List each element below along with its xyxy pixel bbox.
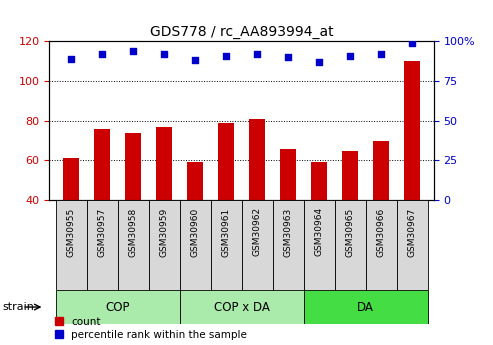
Text: GSM30964: GSM30964 [315, 207, 323, 256]
Bar [117, 200, 148, 290]
Bar [304, 200, 335, 290]
Point [284, 55, 292, 60]
Point [315, 59, 323, 65]
Bar [218, 123, 234, 200]
Text: GSM30963: GSM30963 [283, 207, 292, 257]
Bar [373, 141, 389, 200]
Point [191, 58, 199, 63]
Bar [335, 200, 366, 290]
Text: GSM30962: GSM30962 [252, 207, 262, 256]
Text: GSM30961: GSM30961 [221, 207, 231, 257]
Bar [397, 200, 427, 290]
Bar [125, 132, 141, 200]
Point [222, 53, 230, 58]
Point [346, 53, 354, 58]
Bar [242, 200, 273, 290]
Text: strain: strain [2, 302, 35, 312]
Bar [273, 200, 304, 290]
Bar [179, 290, 304, 324]
Point [253, 51, 261, 57]
Bar [94, 129, 110, 200]
Point [67, 56, 75, 62]
Bar [148, 200, 179, 290]
Bar [179, 200, 211, 290]
Point [408, 40, 416, 46]
Bar [86, 200, 117, 290]
Title: GDS778 / rc_AA893994_at: GDS778 / rc_AA893994_at [150, 25, 333, 39]
Text: GSM30957: GSM30957 [98, 207, 106, 257]
Bar [404, 61, 420, 200]
Text: GSM30958: GSM30958 [129, 207, 138, 257]
Bar [312, 162, 327, 200]
Text: GSM30965: GSM30965 [346, 207, 354, 257]
Text: GSM30967: GSM30967 [408, 207, 417, 257]
Bar [342, 150, 358, 200]
Text: GSM30960: GSM30960 [191, 207, 200, 257]
Bar [366, 200, 397, 290]
Text: DA: DA [357, 300, 374, 314]
Bar [56, 200, 86, 290]
Bar [211, 200, 242, 290]
Point [98, 51, 106, 57]
Bar [63, 158, 79, 200]
Bar [249, 119, 265, 200]
Bar [56, 290, 179, 324]
Text: GSM30959: GSM30959 [160, 207, 169, 257]
Point [377, 51, 385, 57]
Bar [156, 127, 172, 200]
Bar [281, 148, 296, 200]
Bar [187, 162, 203, 200]
Text: COP x DA: COP x DA [213, 300, 270, 314]
Text: COP: COP [106, 300, 130, 314]
Point [160, 51, 168, 57]
Text: GSM30955: GSM30955 [67, 207, 75, 257]
Legend: count, percentile rank within the sample: count, percentile rank within the sample [55, 317, 247, 340]
Point [129, 48, 137, 54]
Bar [304, 290, 427, 324]
Text: GSM30966: GSM30966 [377, 207, 386, 257]
